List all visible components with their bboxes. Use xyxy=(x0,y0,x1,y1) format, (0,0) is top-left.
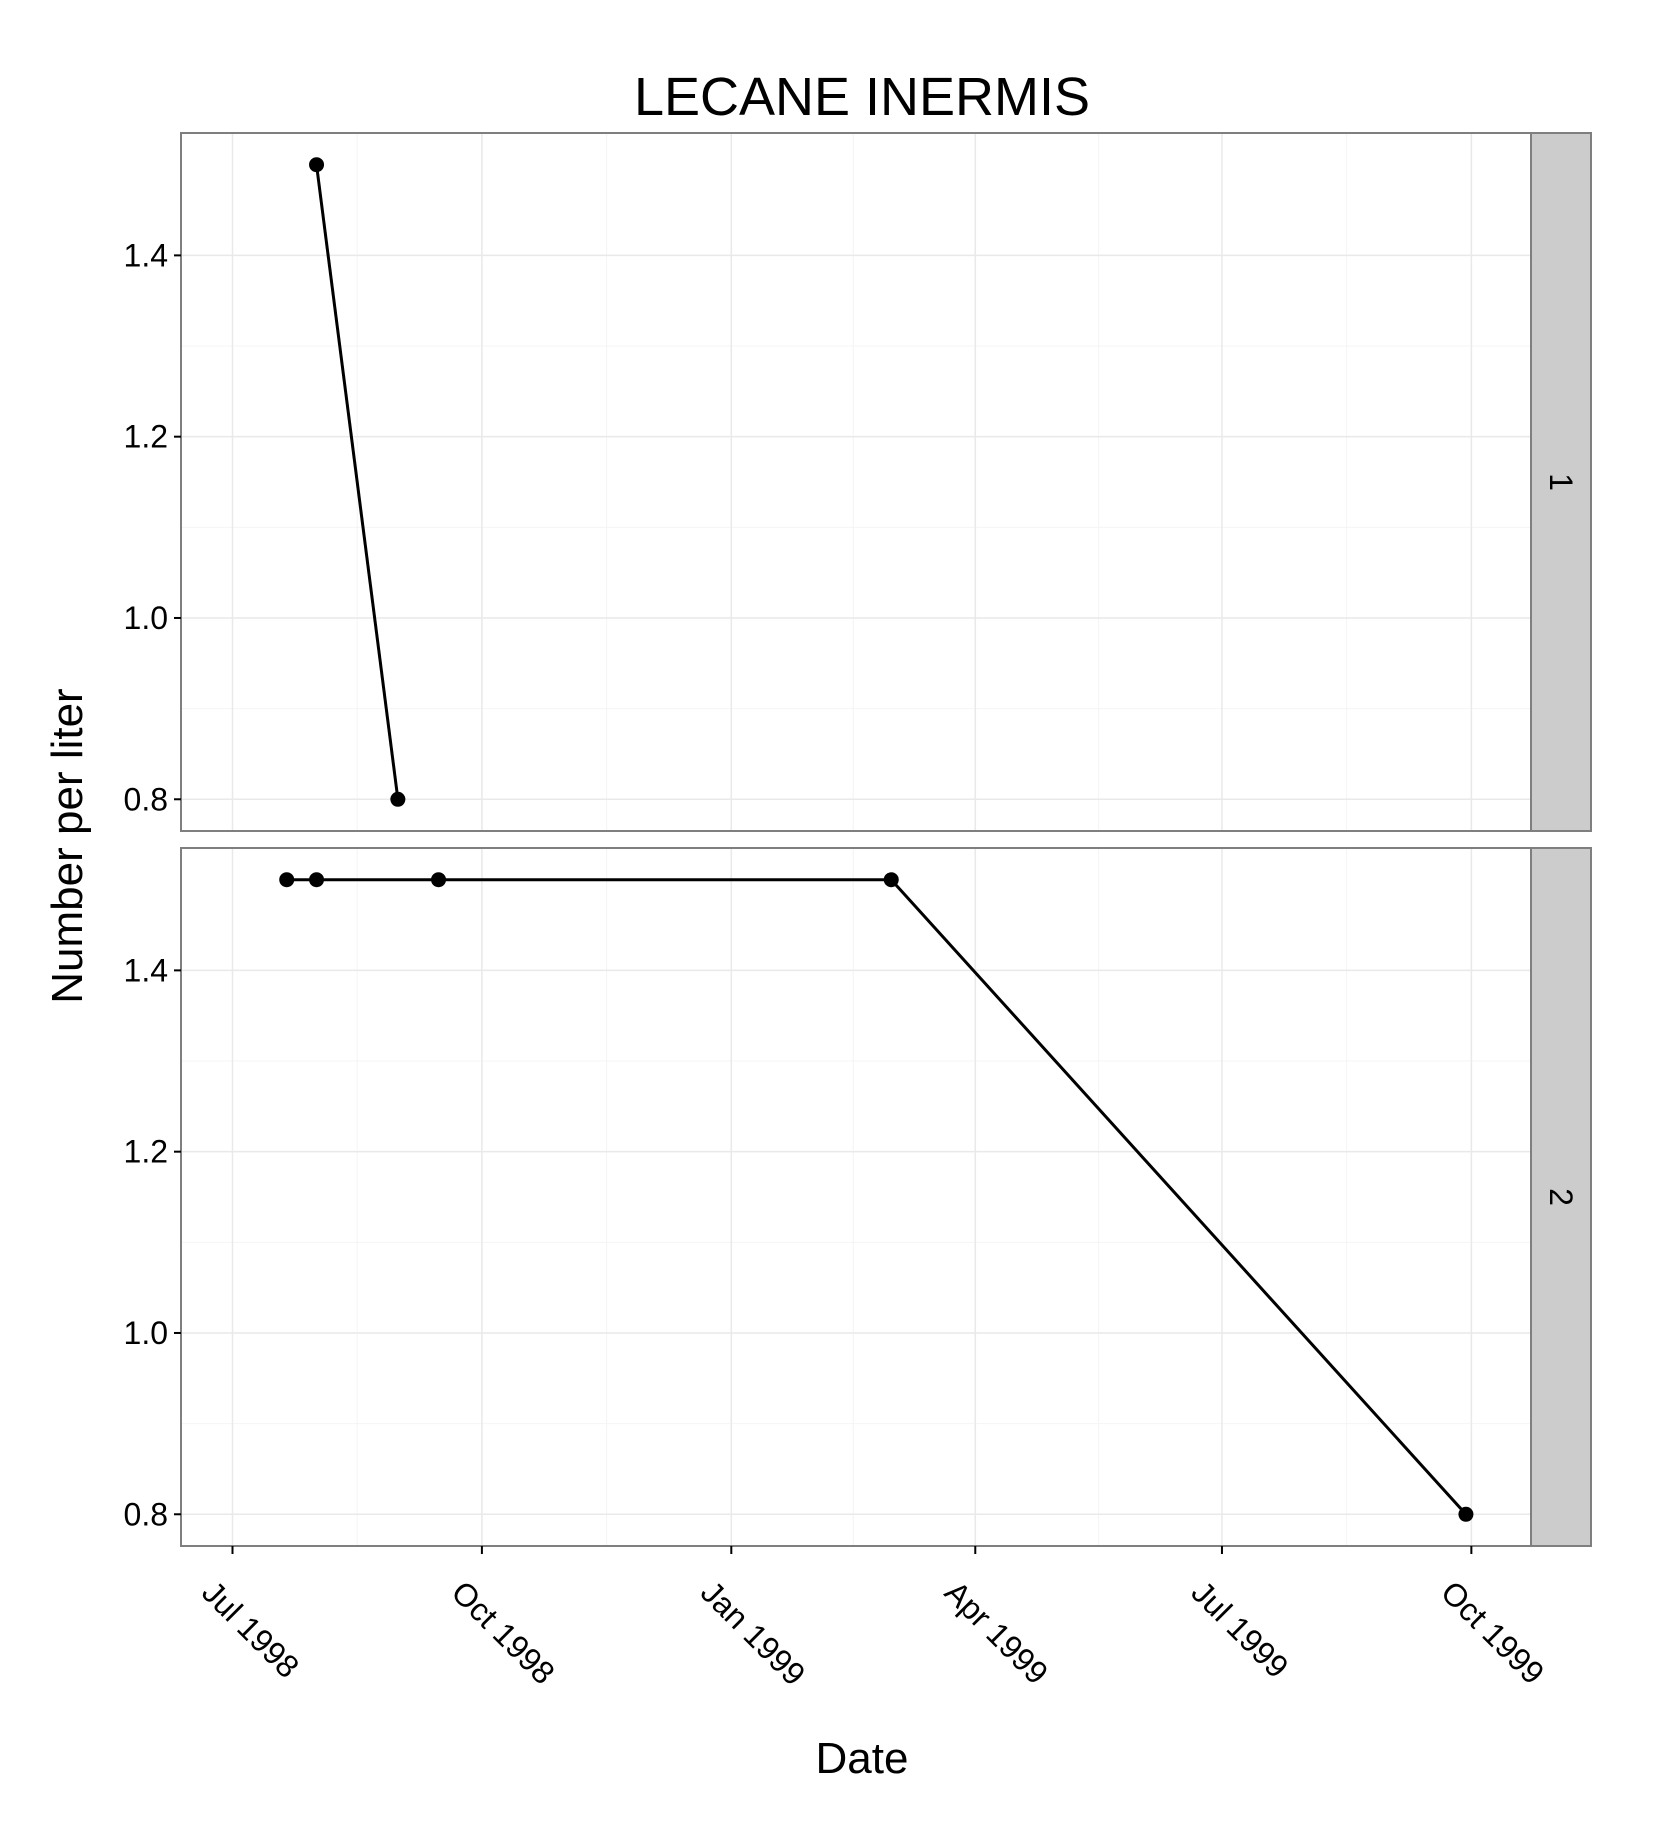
panel-1-y-tick-label: 1.0 xyxy=(124,600,168,636)
panel-1-strip xyxy=(1530,132,1592,832)
x-axis-title: Date xyxy=(816,1734,909,1783)
panel-2-y-tick-label: 1.2 xyxy=(124,1134,168,1170)
panel-2-y-tick-label: 0.8 xyxy=(124,1496,168,1532)
panel-1-series-line xyxy=(315,164,400,800)
y-axis-title: Number per liter xyxy=(43,688,92,1003)
panel-1-y-tick-label: 0.8 xyxy=(124,781,168,817)
panel-1-data-point xyxy=(309,157,325,173)
panel-2-data-point xyxy=(883,872,899,888)
panel-2-strip xyxy=(1530,847,1592,1547)
panel-1-data-point xyxy=(390,791,406,807)
panel-2-data-point xyxy=(309,872,325,888)
panel-2-background xyxy=(181,848,1531,1546)
panel-1-y-tick-label: 1.2 xyxy=(124,419,168,455)
panel-1-y-tick-label: 1.4 xyxy=(124,237,168,273)
panel-2-data-point xyxy=(1458,1506,1474,1522)
panel-1-background xyxy=(181,133,1531,831)
panel-2-data-point xyxy=(431,872,447,888)
panel-2-y-tick-label: 1.0 xyxy=(124,1315,168,1351)
panel-2-y-tick-label: 1.4 xyxy=(124,952,168,988)
panel-1-strip-label: 1 xyxy=(1543,473,1579,491)
chart-title: LECANE INERMIS xyxy=(634,67,1090,127)
panel-2-strip-label: 2 xyxy=(1543,1188,1579,1206)
panel-2-data-point xyxy=(279,872,295,888)
